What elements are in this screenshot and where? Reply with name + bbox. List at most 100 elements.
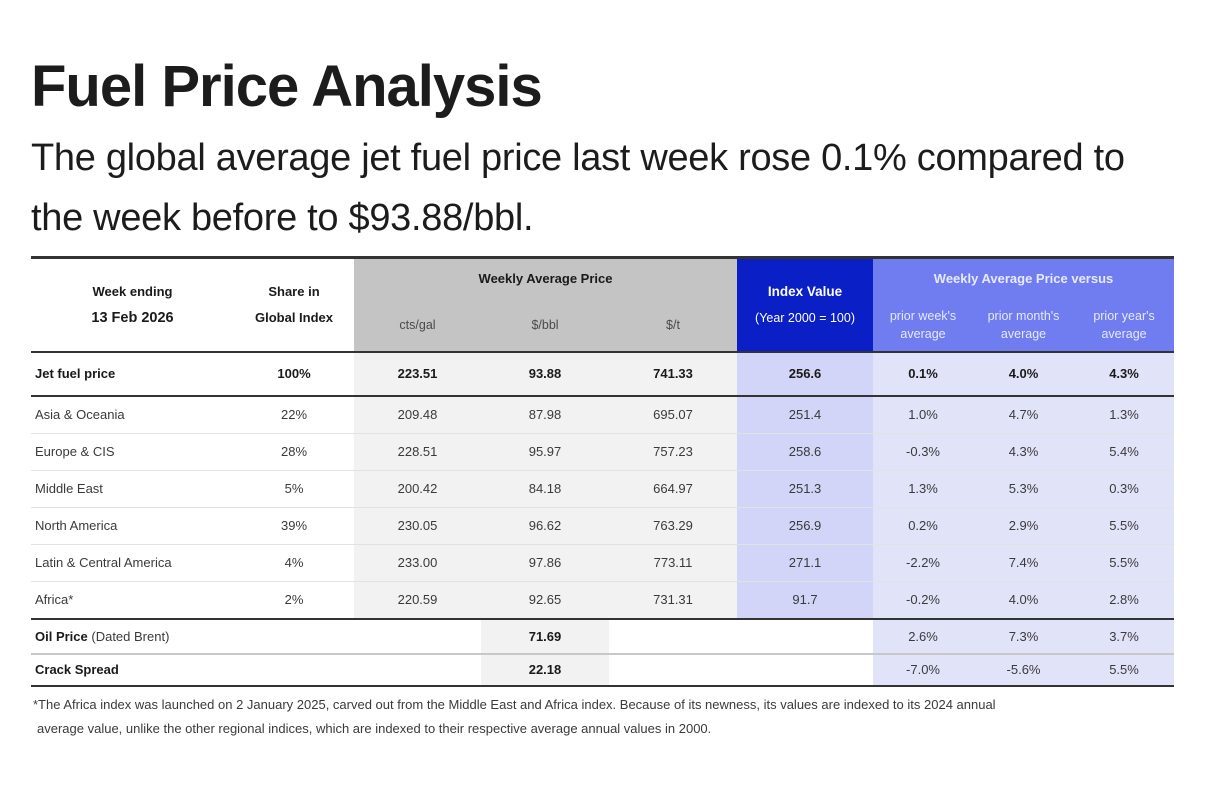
table-row: Europe & CIS 28% 228.51 95.97 757.23 258… (31, 433, 1175, 471)
region-name: Jet fuel price (31, 352, 234, 397)
vs-week-line2: average (900, 327, 946, 341)
region-name: North America (31, 507, 234, 545)
share-label-line1: Share in (268, 284, 320, 299)
vs-prior-week-header: prior week's average (873, 299, 974, 353)
vs-year-line2: average (1101, 327, 1147, 341)
unit-cts-gal: cts/gal (354, 299, 481, 353)
vs-year-value: 5.5% (1074, 544, 1175, 582)
fuel-price-table-container: Week ending 13 Feb 2026 Share in Global … (31, 256, 1175, 687)
usd-bbl-value: 97.86 (481, 544, 609, 582)
vs-week-value: 0.1% (873, 352, 974, 397)
share-value: 4% (234, 544, 354, 582)
share-header: Share in Global Index (234, 256, 354, 353)
usd-bbl-value: 87.98 (481, 396, 609, 434)
usd-bbl-value: 96.62 (481, 507, 609, 545)
usd-bbl-value: 95.97 (481, 433, 609, 471)
share-value: 5% (234, 470, 354, 508)
index-value-label: Index Value (767, 284, 843, 299)
footnote: *The Africa index was launched on 2 Janu… (31, 693, 1176, 741)
crack-vs-year: 5.5% (1074, 654, 1175, 687)
usd-t-value: 741.33 (609, 352, 738, 397)
cts-gal-value: 223.51 (354, 352, 481, 397)
unit-usd-bbl: $/bbl (481, 299, 609, 353)
share-label-line2: Global Index (254, 310, 333, 325)
vs-week-value: 1.0% (873, 396, 974, 434)
vs-month-value: 2.9% (973, 507, 1075, 545)
oil-vs-year: 3.7% (1074, 619, 1175, 655)
index-value-header: Index Value (Year 2000 = 100) (737, 256, 874, 353)
page-container: Fuel Price Analysis The global average j… (31, 54, 1176, 741)
cts-gal-value: 200.42 (354, 470, 481, 508)
vs-year-value: 5.4% (1074, 433, 1175, 471)
share-value: 100% (234, 352, 354, 397)
index-value: 271.1 (737, 544, 874, 582)
usd-t-value: 664.97 (609, 470, 738, 508)
page-subtitle: The global average jet fuel price last w… (31, 137, 1125, 239)
share-value: 22% (234, 396, 354, 434)
oil-vs-week: 2.6% (873, 619, 974, 655)
vs-week-value: 1.3% (873, 470, 974, 508)
table-row: Latin & Central America 4% 233.00 97.86 … (31, 544, 1175, 582)
usd-bbl-value: 92.65 (481, 581, 609, 620)
vs-month-value: 7.4% (973, 544, 1075, 582)
header-row-top: Week ending 13 Feb 2026 Share in Global … (31, 256, 1175, 353)
weekly-average-price-header: Weekly Average Price (354, 256, 738, 299)
table-row: Middle East 5% 200.42 84.18 664.97 251.3… (31, 470, 1175, 508)
index-value: 258.6 (737, 433, 874, 471)
page-title: Fuel Price Analysis (31, 54, 543, 119)
usd-bbl-value: 93.88 (481, 352, 609, 397)
cts-gal-value: 209.48 (354, 396, 481, 434)
vs-year-value: 2.8% (1074, 581, 1175, 620)
region-name: Africa* (31, 581, 234, 620)
vs-year-value: 1.3% (1074, 396, 1175, 434)
crack-vs-month: -5.6% (973, 654, 1075, 687)
vs-week-line1: prior week's (889, 309, 957, 323)
oil-price-label-main: Oil Price (35, 628, 88, 644)
crack-spread-usd-bbl: 22.18 (481, 654, 609, 687)
fuel-price-table: Week ending 13 Feb 2026 Share in Global … (31, 256, 1175, 687)
crack-vs-week: -7.0% (873, 654, 974, 687)
vs-month-value: 4.3% (973, 433, 1075, 471)
vs-year-value: 0.3% (1074, 470, 1175, 508)
vs-year-value: 5.5% (1074, 507, 1175, 545)
table-row-total: Jet fuel price 100% 223.51 93.88 741.33 … (31, 352, 1175, 397)
table-row: North America 39% 230.05 96.62 763.29 25… (31, 507, 1175, 545)
week-ending-label: Week ending (92, 284, 173, 299)
oil-vs-month: 7.3% (973, 619, 1075, 655)
crack-spread-label: Crack Spread (31, 654, 481, 687)
vs-month-value: 5.3% (973, 470, 1075, 508)
footnote-line1: *The Africa index was launched on 2 Janu… (33, 697, 996, 712)
index-value: 91.7 (737, 581, 874, 620)
crack-spread-row: Crack Spread 22.18 -7.0% -5.6% 5.5% (31, 654, 1175, 687)
vs-year-line1: prior year's (1093, 309, 1155, 323)
vs-prior-year-header: prior year's average (1074, 299, 1175, 353)
unit-usd-t: $/t (609, 299, 738, 353)
table-row: Africa* 2% 220.59 92.65 731.31 91.7 -0.2… (31, 581, 1175, 620)
vs-month-value: 4.0% (973, 352, 1075, 397)
usd-bbl-value: 84.18 (481, 470, 609, 508)
usd-t-value: 695.07 (609, 396, 738, 434)
footnote-line2: average value, unlike the other regional… (37, 721, 712, 736)
vs-week-value: -0.2% (873, 581, 974, 620)
vs-month-value: 4.0% (973, 581, 1075, 620)
header-row-bottom: cts/gal $/bbl $/t prior week's average p… (31, 299, 1175, 353)
index-value: 256.6 (737, 352, 874, 397)
week-ending-header: Week ending 13 Feb 2026 (31, 256, 234, 353)
usd-t-value: 757.23 (609, 433, 738, 471)
region-name: Europe & CIS (31, 433, 234, 471)
oil-price-usd-bbl: 71.69 (481, 619, 609, 655)
cts-gal-value: 230.05 (354, 507, 481, 545)
usd-t-value: 773.11 (609, 544, 738, 582)
oil-price-label: Oil Price (Dated Brent) (31, 619, 481, 655)
oil-price-label-paren: (Dated Brent) (91, 628, 170, 644)
share-value: 39% (234, 507, 354, 545)
index-value-sublabel: (Year 2000 = 100) (755, 311, 855, 325)
cts-gal-value: 228.51 (354, 433, 481, 471)
region-name: Latin & Central America (31, 544, 234, 582)
vs-week-value: -0.3% (873, 433, 974, 471)
index-value: 256.9 (737, 507, 874, 545)
usd-t-value: 731.31 (609, 581, 738, 620)
crack-spread-empty (609, 654, 874, 687)
vs-year-value: 4.3% (1074, 352, 1175, 397)
region-name: Asia & Oceania (31, 396, 234, 434)
